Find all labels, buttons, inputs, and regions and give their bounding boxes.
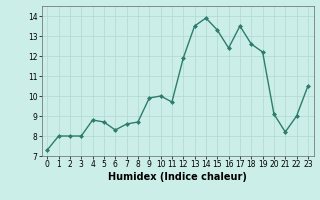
X-axis label: Humidex (Indice chaleur): Humidex (Indice chaleur)	[108, 172, 247, 182]
